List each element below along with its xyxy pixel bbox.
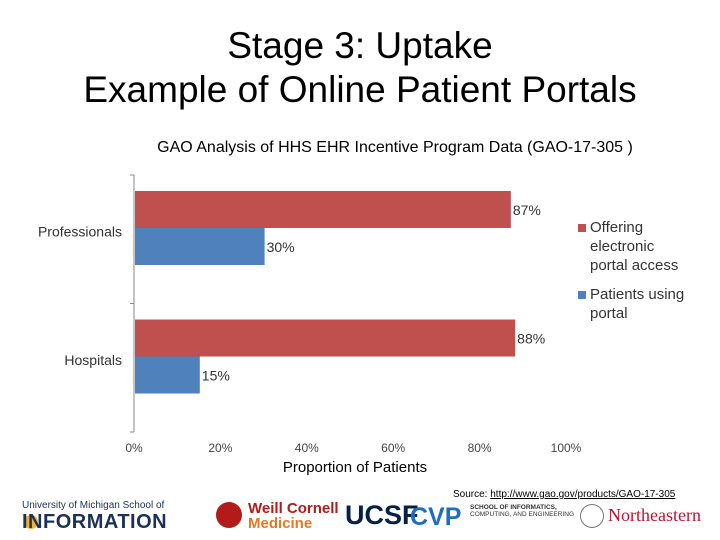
slide-title-line-2: Example of Online Patient Portals bbox=[83, 69, 637, 110]
x-tick-label: 100% bbox=[551, 441, 582, 455]
northeastern-logo: Northeastern bbox=[580, 502, 712, 532]
data-label: 87% bbox=[513, 202, 541, 218]
ucsf-logo: UCSF bbox=[345, 500, 419, 530]
legend-label-using: Patients using portal bbox=[590, 286, 685, 322]
umich-logo-top: University of Michigan School of bbox=[22, 500, 165, 511]
weill-line-2: Medicine bbox=[248, 515, 313, 532]
x-tick-label: 0% bbox=[125, 441, 143, 455]
legend-item-using: Patients using portal bbox=[578, 285, 694, 323]
umich-logo-main: INFORMATION bbox=[22, 511, 197, 533]
source-note: Source: http://www.gao.gov/products/GAO-… bbox=[453, 489, 675, 500]
legend-item-offering: Offering electronic portal access bbox=[578, 218, 694, 275]
slide-title-line-1: Stage 3: Uptake bbox=[227, 25, 493, 66]
cornell-seal-icon bbox=[216, 502, 242, 528]
x-tick-label: 40% bbox=[295, 441, 319, 455]
chart-title: GAO Analysis of HHS EHR Incentive Progra… bbox=[157, 139, 633, 156]
logo-strip: University of Michigan School of INFORMA… bbox=[0, 500, 720, 540]
source-link[interactable]: http://www.gao.gov/products/GAO-17-305 bbox=[490, 489, 676, 500]
cvp-logo: CVP bbox=[410, 503, 462, 531]
data-label: 15% bbox=[202, 368, 230, 384]
category-label: Hospitals bbox=[64, 352, 122, 368]
legend-label-offering: Offering electronic portal access bbox=[590, 219, 679, 274]
x-tick-label: 80% bbox=[468, 441, 492, 455]
northeastern-word: Northeastern bbox=[608, 505, 701, 525]
x-axis-label: Proportion of Patients bbox=[283, 459, 427, 476]
legend-swatch-offering bbox=[578, 224, 586, 232]
legend-swatch-using bbox=[578, 291, 586, 299]
indiana-line-2: COMPUTING, AND ENGINEERING bbox=[470, 511, 575, 518]
indiana-logo: SCHOOL OF INFORMATICS, COMPUTING, AND EN… bbox=[470, 504, 575, 534]
x-tick-label: 20% bbox=[208, 441, 232, 455]
bar bbox=[135, 228, 265, 265]
indiana-line-1: SCHOOL OF INFORMATICS, bbox=[470, 504, 557, 511]
northeastern-seal-icon bbox=[580, 504, 604, 528]
bar bbox=[135, 191, 511, 228]
data-label: 30% bbox=[267, 239, 295, 255]
weill-cornell-logo: Weill Cornell Medicine bbox=[216, 500, 339, 534]
umich-logo-word: INFORMATION bbox=[22, 511, 168, 533]
data-label: 88% bbox=[517, 331, 545, 347]
chart-legend: Offering electronic portal access Patien… bbox=[578, 218, 694, 333]
source-prefix: Source: bbox=[453, 489, 491, 500]
category-label: Professionals bbox=[38, 223, 122, 239]
bar bbox=[135, 356, 200, 394]
bar bbox=[135, 319, 516, 357]
weill-line-1: Weill Cornell bbox=[248, 500, 339, 517]
x-tick-label: 60% bbox=[381, 441, 405, 455]
umich-logo: University of Michigan School of INFORMA… bbox=[22, 500, 197, 534]
umich-dot-icon bbox=[24, 515, 38, 529]
